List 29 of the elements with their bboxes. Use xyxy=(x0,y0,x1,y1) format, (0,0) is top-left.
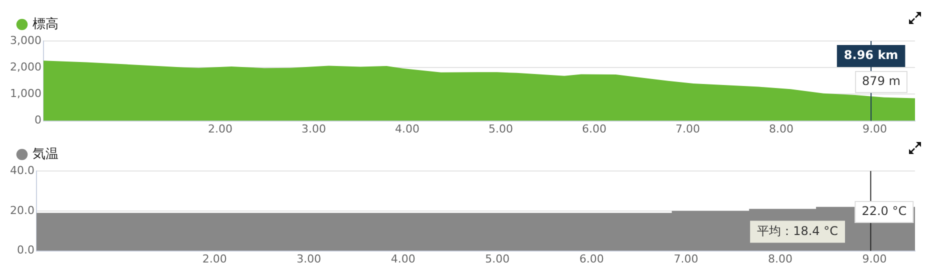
y-tick-label: 20.0 xyxy=(10,204,34,217)
x-tick-label: 4.00 xyxy=(390,252,416,266)
y-tick-label: 2,000 xyxy=(10,60,42,74)
x-tick-label: 5.00 xyxy=(488,122,514,136)
annotation: 22.0 °C xyxy=(862,204,907,218)
y-tick-label: 1,000 xyxy=(10,87,42,100)
x-tick-label: 8.00 xyxy=(768,252,792,266)
x-tick-label: 7.00 xyxy=(676,122,700,136)
x-tick-label: 3.00 xyxy=(301,122,326,136)
x-tick-label: 6.00 xyxy=(579,252,604,266)
y-tick-label: 0.0 xyxy=(16,244,34,257)
x-tick-label: 3.00 xyxy=(296,252,322,266)
x-tick-label: 2.00 xyxy=(208,122,232,136)
y-tick-label: 0 xyxy=(34,114,42,127)
x-tick-label: 7.00 xyxy=(674,252,698,266)
x-tick-label: 4.00 xyxy=(394,122,420,136)
x-tick-label: 2.00 xyxy=(202,252,227,266)
x-tick-label: 9.00 xyxy=(862,252,887,266)
legend-label: 標高 xyxy=(32,16,58,32)
x-tick-label: 6.00 xyxy=(582,122,607,136)
annotation: 879 m xyxy=(862,74,900,88)
x-tick-label: 8.00 xyxy=(769,122,794,136)
y-tick-label: 40.0 xyxy=(10,164,34,177)
ref-line-label: 8.96 km xyxy=(844,48,898,62)
annotation: 平均：18.4 °C xyxy=(757,224,838,238)
x-tick-label: 5.00 xyxy=(485,252,510,266)
x-tick-label: 9.00 xyxy=(862,122,888,136)
y-tick-label: 3,000 xyxy=(10,34,42,47)
legend-label: 気温 xyxy=(32,146,58,162)
